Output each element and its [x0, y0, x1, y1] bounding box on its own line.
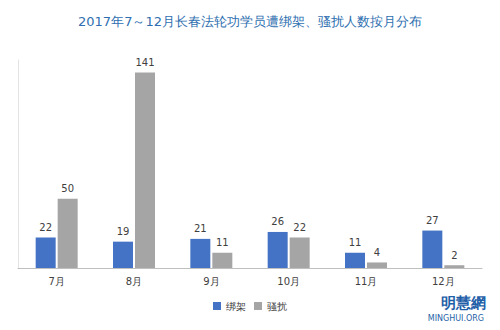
svg-text:11: 11	[216, 237, 229, 248]
svg-text:9月: 9月	[203, 276, 219, 287]
svg-text:4: 4	[374, 247, 380, 258]
svg-text:8月: 8月	[126, 276, 142, 287]
svg-text:12月: 12月	[432, 276, 455, 287]
svg-text:MINGHUI.ORG: MINGHUI.ORG	[428, 314, 484, 323]
svg-text:明慧網: 明慧網	[441, 294, 486, 312]
svg-text:2017年7～12月长春法轮功学员遭绑架、骚扰人数按月分布: 2017年7～12月长春法轮功学员遭绑架、骚扰人数按月分布	[78, 14, 422, 29]
svg-text:22: 22	[39, 222, 52, 233]
svg-text:骚扰: 骚扰	[267, 301, 287, 312]
svg-text:21: 21	[194, 223, 207, 234]
svg-text:50: 50	[61, 183, 74, 194]
svg-text:22: 22	[293, 222, 306, 233]
svg-text:19: 19	[117, 226, 130, 237]
svg-text:绑架: 绑架	[226, 301, 246, 312]
svg-text:141: 141	[135, 57, 154, 68]
svg-text:11月: 11月	[355, 276, 378, 287]
svg-text:2: 2	[451, 250, 457, 261]
svg-text:7月: 7月	[48, 276, 64, 287]
svg-text:11: 11	[349, 237, 362, 248]
svg-text:26: 26	[271, 216, 284, 227]
svg-text:27: 27	[426, 215, 439, 226]
svg-text:10月: 10月	[277, 276, 300, 287]
